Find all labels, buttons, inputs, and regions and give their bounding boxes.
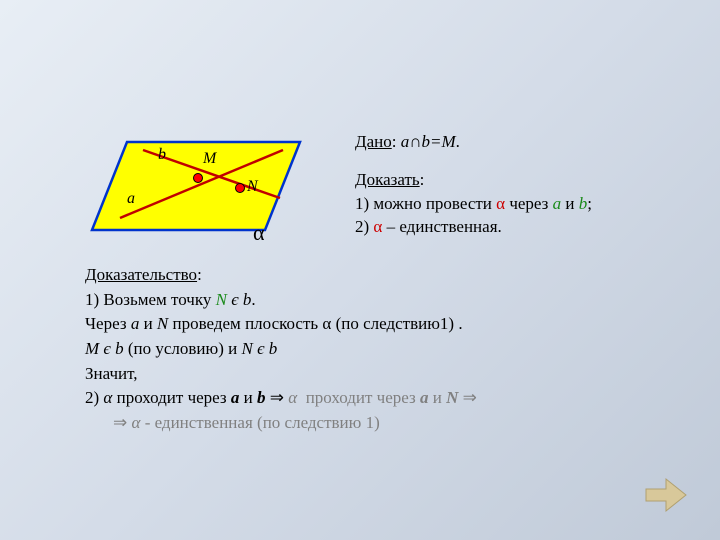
geometry-diagram: b M N a α	[85, 130, 325, 245]
proof-line-2: Через a и N проведем плоскость α (по сле…	[85, 312, 670, 337]
proof-line-6: ⇒ α - единственная (по следствию 1)	[85, 411, 670, 436]
prove-label: Доказать	[355, 170, 420, 189]
label-a: a	[127, 190, 135, 208]
given-text: Дано: a∩b=M. Доказать: 1) можно провести…	[355, 130, 670, 239]
given-expression: a∩b=M	[401, 132, 456, 151]
proof-line-1: 1) Возьмем точку N є b.	[85, 288, 670, 313]
label-b: b	[158, 146, 166, 164]
prove-heading-line: Доказать:	[355, 168, 670, 192]
next-slide-button[interactable]	[642, 475, 690, 515]
proof-heading-line: Доказательство:	[85, 263, 670, 288]
label-m: M	[203, 150, 216, 168]
given-label: Дано	[355, 132, 392, 151]
proof-text: Доказательство: 1) Возьмем точку N є b. …	[85, 263, 670, 435]
label-n: N	[247, 178, 258, 196]
given-heading-line: Дано: a∩b=M.	[355, 130, 670, 154]
prove-line-2: 2) α – единственная.	[355, 215, 670, 239]
proof-line-5: 2) α проходит через а и b ⇒ α проходит ч…	[85, 386, 670, 411]
diagram-svg	[85, 130, 325, 245]
arrow-right-icon	[642, 475, 690, 515]
prove-line-1: 1) можно провести α через a и b;	[355, 192, 670, 216]
proof-line-3: M є b (по условию) и N є b	[85, 337, 670, 362]
label-alpha: α	[253, 220, 265, 246]
proof-heading: Доказательство	[85, 265, 197, 284]
point-m	[194, 174, 203, 183]
point-n	[236, 184, 245, 193]
proof-line-4: Значит,	[85, 362, 670, 387]
